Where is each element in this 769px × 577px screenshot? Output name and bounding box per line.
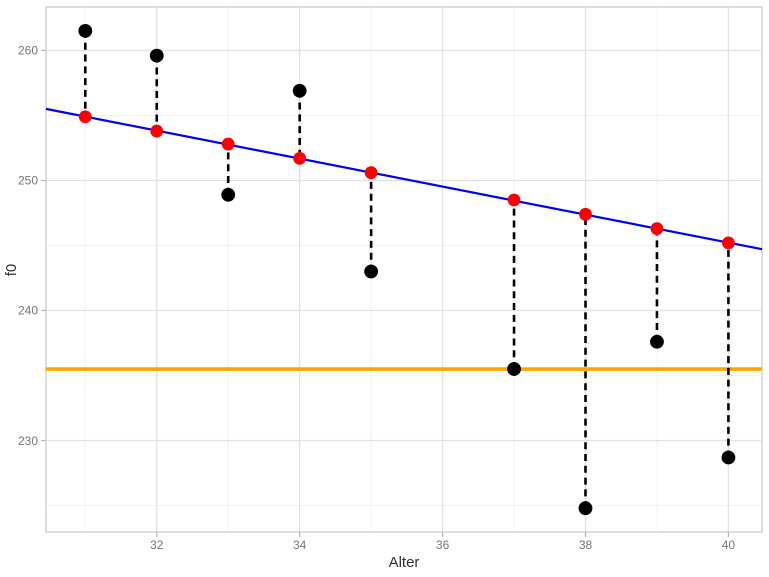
fitted-point (78, 110, 92, 124)
observed-point (721, 450, 736, 465)
x-tick-label: 34 (293, 538, 307, 552)
fitted-point (579, 207, 592, 221)
fitted-point (150, 124, 164, 138)
observed-point (221, 187, 236, 202)
y-axis-title: f0 (3, 264, 20, 277)
x-tick-label: 32 (150, 538, 164, 552)
fitted-point (293, 151, 307, 165)
fitted-point (221, 137, 235, 151)
observed-point (78, 24, 93, 38)
fitted-point (722, 236, 735, 250)
x-tick-label: 36 (436, 538, 450, 552)
y-tick-label: 260 (18, 44, 38, 58)
x-axis-title: Alter (389, 554, 420, 571)
y-tick-label: 250 (18, 174, 38, 188)
x-tick-label: 38 (579, 538, 593, 552)
observed-point (149, 48, 164, 63)
observed-point (364, 264, 379, 279)
y-tick-label: 230 (18, 434, 38, 448)
fitted-point (507, 193, 521, 207)
y-tick-label: 240 (18, 304, 38, 318)
fitted-point (364, 166, 378, 180)
observed-point (578, 501, 593, 516)
plot-panel (45, 6, 763, 533)
fitted-point (650, 222, 664, 236)
observed-point (507, 362, 521, 376)
observed-point (650, 334, 664, 349)
observed-point (292, 83, 307, 98)
x-tick-label: 40 (722, 538, 736, 552)
regression-line (45, 107, 763, 251)
